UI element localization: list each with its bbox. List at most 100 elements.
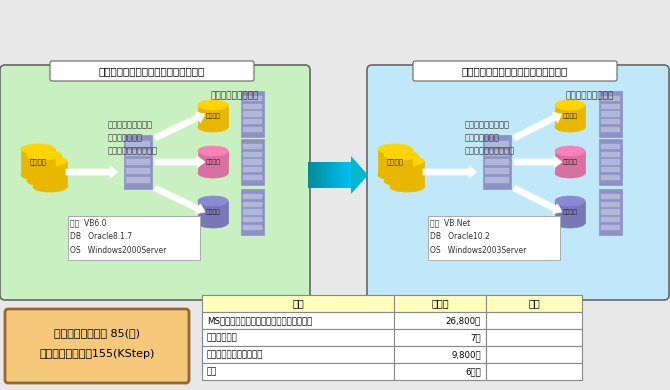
Bar	[243, 119, 261, 124]
Bar	[600, 127, 620, 132]
Bar	[378, 149, 412, 175]
Bar	[348, 162, 349, 188]
Bar	[243, 111, 261, 117]
Text: ファイル: ファイル	[563, 159, 578, 165]
Bar	[314, 162, 315, 188]
Bar	[126, 141, 150, 147]
Bar	[241, 189, 263, 235]
Ellipse shape	[555, 146, 585, 156]
Ellipse shape	[198, 218, 228, 228]
Bar	[312, 162, 314, 188]
Bar	[600, 144, 620, 149]
Bar	[600, 104, 620, 109]
Ellipse shape	[555, 168, 585, 178]
Text: ファイル: ファイル	[29, 159, 46, 165]
Bar	[384, 155, 418, 181]
Text: ツールで変換した問題数: ツールで変換した問題数	[207, 350, 263, 359]
Bar	[243, 217, 261, 222]
Bar	[126, 168, 150, 174]
Ellipse shape	[390, 182, 424, 192]
Bar	[333, 162, 335, 188]
Text: 作成ツール数: 作成ツール数	[207, 333, 238, 342]
Bar	[202, 346, 394, 363]
Bar	[600, 175, 620, 180]
Ellipse shape	[384, 176, 418, 186]
Text: ・情報ファイル取得
・付加情報算出
・各種サーバ向け出力: ・情報ファイル取得 ・付加情報算出 ・各種サーバ向け出力	[465, 120, 515, 155]
Text: 分類: 分類	[292, 298, 304, 308]
Text: ファイル: ファイル	[206, 159, 220, 165]
Bar	[600, 194, 620, 199]
Polygon shape	[153, 185, 205, 214]
Bar	[243, 152, 261, 157]
Bar	[600, 152, 620, 157]
Ellipse shape	[21, 144, 55, 154]
Bar	[555, 201, 585, 223]
Bar	[243, 96, 261, 101]
Bar	[243, 160, 261, 165]
Bar	[321, 162, 322, 188]
Bar	[394, 346, 486, 363]
Bar	[486, 329, 582, 346]
Bar	[315, 162, 317, 188]
Bar	[243, 194, 261, 199]
Bar	[598, 91, 622, 137]
Text: ファイル: ファイル	[563, 113, 578, 119]
Text: 各種情報配信サーバ: 各種情報配信サーバ	[211, 92, 259, 101]
Bar	[126, 159, 150, 165]
Bar	[340, 162, 342, 188]
Bar	[324, 162, 326, 188]
Bar	[198, 105, 228, 127]
Bar	[243, 202, 261, 207]
Bar	[243, 127, 261, 132]
Text: 金融情報配信会社（旧システム環境）: 金融情報配信会社（旧システム環境）	[99, 66, 205, 76]
Bar	[485, 177, 509, 183]
Bar	[337, 162, 338, 188]
Ellipse shape	[198, 146, 228, 156]
Bar	[328, 162, 330, 188]
Text: プログラム本数　 85(本): プログラム本数 85(本)	[54, 328, 140, 338]
Text: MSアップグレードウィザード後のエラー数: MSアップグレードウィザード後のエラー数	[207, 316, 312, 325]
Bar	[600, 225, 620, 230]
Bar	[202, 329, 394, 346]
Ellipse shape	[384, 150, 418, 160]
Polygon shape	[423, 166, 477, 178]
Bar	[126, 150, 150, 156]
Ellipse shape	[555, 100, 585, 110]
Bar	[330, 162, 332, 188]
Polygon shape	[513, 185, 562, 214]
Ellipse shape	[198, 100, 228, 110]
Polygon shape	[514, 156, 562, 168]
Ellipse shape	[27, 150, 61, 160]
FancyBboxPatch shape	[0, 65, 310, 300]
Bar	[486, 312, 582, 329]
Bar	[394, 312, 486, 329]
Text: 26,800個: 26,800個	[446, 316, 481, 325]
Text: 9,800個: 9,800個	[452, 350, 481, 359]
Bar	[600, 167, 620, 172]
Bar	[308, 162, 310, 188]
FancyBboxPatch shape	[413, 61, 617, 81]
Ellipse shape	[198, 196, 228, 206]
Text: 各種情報配信サーバ: 各種情報配信サーバ	[565, 92, 614, 101]
Polygon shape	[351, 156, 368, 194]
Bar	[485, 141, 509, 147]
Bar	[21, 149, 55, 175]
Bar	[310, 162, 312, 188]
FancyBboxPatch shape	[367, 65, 669, 300]
Bar	[243, 209, 261, 214]
Bar	[243, 144, 261, 149]
Text: ファイル: ファイル	[387, 159, 403, 165]
Ellipse shape	[555, 196, 585, 206]
Bar	[555, 151, 585, 173]
FancyBboxPatch shape	[5, 309, 189, 383]
Text: 言語  VB6.0
DB   Oracle8.1.7
OS   Windows2000Server: 言語 VB6.0 DB Oracle8.1.7 OS Windows2000Se…	[70, 218, 166, 255]
Bar	[243, 225, 261, 230]
Bar	[198, 151, 228, 173]
Bar	[27, 155, 61, 181]
Bar	[600, 160, 620, 165]
Ellipse shape	[33, 182, 67, 192]
Bar	[68, 216, 200, 260]
Ellipse shape	[198, 168, 228, 178]
Text: ファイル: ファイル	[563, 209, 578, 215]
Bar	[486, 295, 582, 312]
